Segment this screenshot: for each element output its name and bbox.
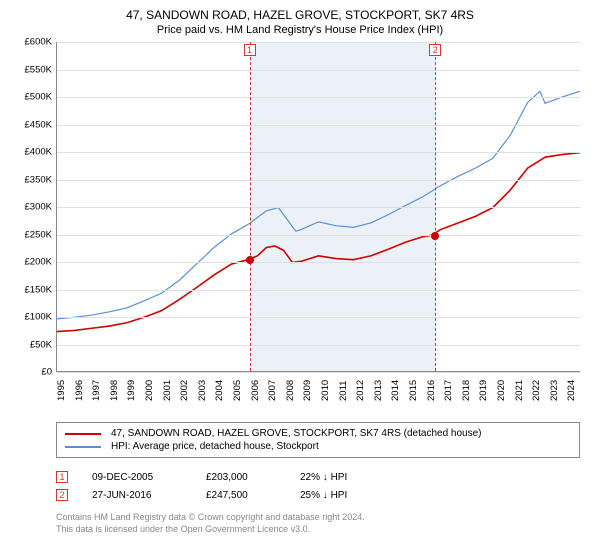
x-axis: 1995 1996 1997 1998 1999 2000 2001 2002 2003 2004… [56, 372, 580, 398]
chart-area: £0£50K£100K£150K£200K£250K£300K£350K£400… [56, 42, 580, 392]
x-tick-label: 2004 [214, 380, 225, 401]
chart-title-block: 47, SANDOWN ROAD, HAZEL GROVE, STOCKPORT… [12, 8, 588, 36]
y-tick-label: £50K [30, 339, 52, 350]
legend-label: HPI: Average price, detached house, Stoc… [111, 441, 319, 452]
x-tick-label: 2022 [531, 380, 542, 401]
x-tick-label: 2019 [478, 380, 489, 401]
footer-line-2: This data is licensed under the Open Gov… [56, 524, 588, 536]
sale-marker-dot [431, 232, 439, 240]
sale-number-box: 2 [56, 489, 68, 501]
title-line-1: 47, SANDOWN ROAD, HAZEL GROVE, STOCKPORT… [12, 8, 588, 22]
x-tick-label: 2023 [549, 380, 560, 401]
y-tick-label: £600K [25, 37, 52, 48]
x-tick-label: 1999 [126, 380, 137, 401]
gridline-h [57, 70, 580, 71]
sale-price: £247,500 [206, 490, 276, 501]
x-tick-label: 2002 [179, 380, 190, 401]
gridline-h [57, 345, 580, 346]
footer-attribution: Contains HM Land Registry data © Crown c… [56, 512, 588, 535]
x-tick-label: 1996 [74, 380, 85, 401]
y-tick-label: £550K [25, 64, 52, 75]
sale-marker-dot [246, 256, 254, 264]
x-tick-label: 2017 [443, 380, 454, 401]
sale-delta: 22% ↓ HPI [300, 472, 347, 483]
x-tick-label: 2013 [373, 380, 384, 401]
y-tick-label: £400K [25, 147, 52, 158]
x-tick-label: 2010 [320, 380, 331, 401]
event-number-box: 1 [244, 44, 256, 56]
event-vline [250, 42, 251, 371]
sales-table: 1 09-DEC-2005 £203,000 22% ↓ HPI 2 27-JUN-201… [56, 468, 588, 504]
y-axis: £0£50K£100K£150K£200K£250K£300K£350K£400… [12, 42, 56, 372]
sale-date: 27-JUN-2016 [92, 490, 182, 501]
gridline-h [57, 125, 580, 126]
y-tick-label: £100K [25, 312, 52, 323]
x-tick-label: 2003 [197, 380, 208, 401]
x-tick-label: 2021 [514, 380, 525, 401]
legend-row: HPI: Average price, detached house, Stoc… [65, 440, 571, 453]
x-tick-label: 1998 [109, 380, 120, 401]
x-tick-label: 2016 [426, 380, 437, 401]
x-tick-label: 2011 [338, 381, 349, 401]
gridline-h [57, 235, 580, 236]
x-tick-label: 2012 [355, 380, 366, 401]
x-tick-label: 2024 [566, 380, 577, 401]
x-tick-label: 2001 [162, 380, 173, 401]
sale-row: 2 27-JUN-2016 £247,500 25% ↓ HPI [56, 486, 588, 504]
event-number-box: 2 [429, 44, 441, 56]
title-line-2: Price paid vs. HM Land Registry's House … [12, 24, 588, 36]
sale-delta: 25% ↓ HPI [300, 490, 347, 501]
gridline-h [57, 97, 580, 98]
x-tick-label: 2018 [461, 380, 472, 401]
gridline-h [57, 152, 580, 153]
x-tick-label: 2015 [408, 380, 419, 401]
x-tick-label: 1997 [91, 380, 102, 401]
legend-row: 47, SANDOWN ROAD, HAZEL GROVE, STOCKPORT… [65, 427, 571, 440]
sale-row: 1 09-DEC-2005 £203,000 22% ↓ HPI [56, 468, 588, 486]
event-vline [435, 42, 436, 371]
gridline-h [57, 180, 580, 181]
legend-label: 47, SANDOWN ROAD, HAZEL GROVE, STOCKPORT… [111, 428, 482, 439]
x-tick-label: 2000 [144, 380, 155, 401]
x-tick-label: 2006 [250, 380, 261, 401]
sale-date: 09-DEC-2005 [92, 472, 182, 483]
legend-swatch [65, 446, 101, 448]
legend-swatch [65, 433, 101, 435]
y-tick-label: £450K [25, 119, 52, 130]
gridline-h [57, 290, 580, 291]
plot-region: 12 [56, 42, 580, 372]
y-tick-label: £0 [41, 367, 52, 378]
x-tick-label: 2009 [302, 380, 313, 401]
y-tick-label: £200K [25, 257, 52, 268]
gridline-h [57, 262, 580, 263]
footer-line-1: Contains HM Land Registry data © Crown c… [56, 512, 588, 524]
sale-price: £203,000 [206, 472, 276, 483]
gridline-h [57, 207, 580, 208]
gridline-h [57, 317, 580, 318]
y-tick-label: £350K [25, 174, 52, 185]
x-tick-label: 2005 [232, 380, 243, 401]
legend: 47, SANDOWN ROAD, HAZEL GROVE, STOCKPORT… [56, 422, 580, 458]
y-tick-label: £500K [25, 92, 52, 103]
x-tick-label: 2007 [267, 380, 278, 401]
x-tick-label: 2008 [285, 380, 296, 401]
y-tick-label: £250K [25, 229, 52, 240]
y-tick-label: £150K [25, 284, 52, 295]
x-tick-label: 2020 [496, 380, 507, 401]
sale-number-box: 1 [56, 471, 68, 483]
gridline-h [57, 42, 580, 43]
x-tick-label: 1995 [56, 380, 67, 401]
y-tick-label: £300K [25, 202, 52, 213]
x-tick-label: 2014 [390, 380, 401, 401]
